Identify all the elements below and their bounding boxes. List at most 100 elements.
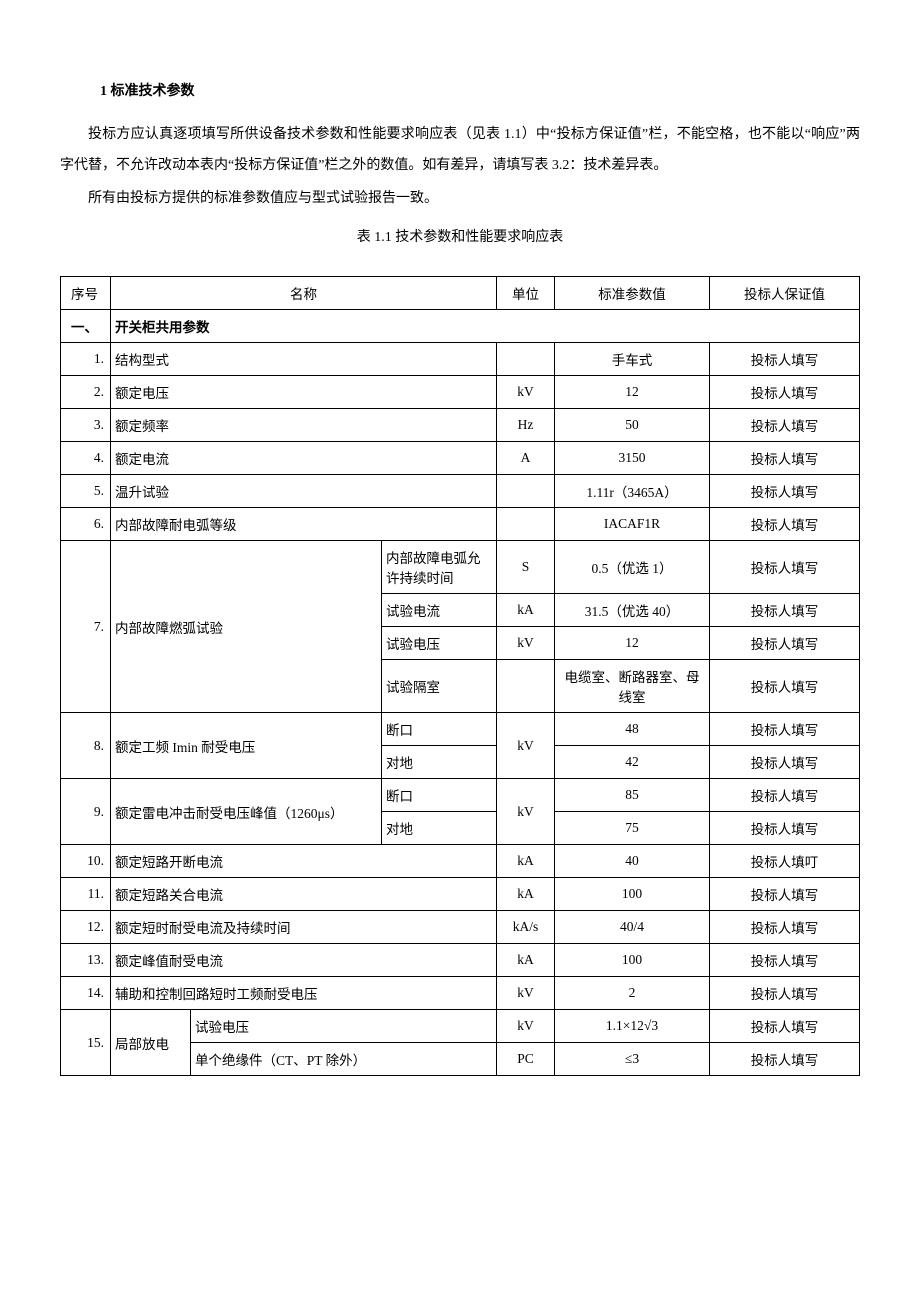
cell-bid: 投标人填写 [710,343,860,376]
cell-bid: 投标人填写 [710,812,860,845]
cell-name: 温升试验 [111,475,497,508]
cell-bid: 投标人填写 [710,409,860,442]
cell-sub-label: 试验隔室 [382,660,497,713]
cell-sub-label: 试验电压 [382,627,497,660]
cell-unit: kV [497,779,555,845]
cell-unit: kV [497,1010,555,1043]
spec-table: 序号 名称 单位 标准参数值 投标人保证值 一、 开关柜共用参数 1. 结构型式… [60,276,860,1076]
cell-name: 额定雷电冲击耐受电压峰值（1260μs） [111,779,382,845]
cell-bid: 投标人填写 [710,660,860,713]
cell-unit: S [497,541,555,594]
cell-seq: 9. [61,779,111,845]
cell-std: 85 [555,779,710,812]
section-1-seq: 一、 [61,310,111,343]
cell-std: 40/4 [555,911,710,944]
cell-std: 75 [555,812,710,845]
table-row: 12. 额定短时耐受电流及持续时间 kA/s 40/4 投标人填写 [61,911,860,944]
cell-sub-label: 单个绝缘件（CT、PT 除外） [191,1043,497,1076]
cell-bid: 投标人填写 [710,541,860,594]
cell-sub-label: 对地 [382,812,497,845]
cell-name: 额定峰值耐受电流 [111,944,497,977]
table-row: 11. 额定短路关合电流 kA 100 投标人填写 [61,878,860,911]
table-row: 13. 额定峰值耐受电流 kA 100 投标人填写 [61,944,860,977]
cell-seq: 7. [61,541,111,713]
cell-bid: 投标人填写 [710,911,860,944]
cell-sub-label: 断口 [382,779,497,812]
table-header-row: 序号 名称 单位 标准参数值 投标人保证值 [61,277,860,310]
cell-seq: 1. [61,343,111,376]
cell-std: 2 [555,977,710,1010]
cell-name: 额定工频 Imin 耐受电压 [111,713,382,779]
cell-unit: kA [497,878,555,911]
cell-name: 额定频率 [111,409,497,442]
cell-seq: 2. [61,376,111,409]
cell-std: 48 [555,713,710,746]
cell-unit: kA/s [497,911,555,944]
cell-name: 辅助和控制回路短时工频耐受电压 [111,977,497,1010]
cell-bid: 投标人填写 [710,442,860,475]
cell-unit: A [497,442,555,475]
table-caption: 表 1.1 技术参数和性能要求响应表 [60,226,860,246]
header-name: 名称 [111,277,497,310]
cell-bid: 投标人填写 [710,713,860,746]
header-unit: 单位 [497,277,555,310]
cell-bid: 投标人填叮 [710,845,860,878]
cell-name: 内部故障燃弧试验 [111,541,382,713]
header-std: 标准参数值 [555,277,710,310]
cell-seq: 12. [61,911,111,944]
cell-name: 额定电压 [111,376,497,409]
cell-seq: 8. [61,713,111,779]
cell-unit: kV [497,977,555,1010]
table-row: 7. 内部故障燃弧试验 内部故障电弧允许持续时间 S 0.5（优选 1） 投标人… [61,541,860,594]
intro-paragraph-2: 所有由投标方提供的标准参数值应与型式试验报告一致。 [60,184,860,215]
cell-bid: 投标人填写 [710,878,860,911]
cell-std: 42 [555,746,710,779]
table-row: 10. 额定短路开断电流 kA 40 投标人填叮 [61,845,860,878]
cell-unit: kV [497,376,555,409]
header-bid: 投标人保证值 [710,277,860,310]
section-heading: 1 标准技术参数 [60,80,860,100]
cell-std: 0.5（优选 1） [555,541,710,594]
cell-sub-label: 试验电流 [382,594,497,627]
cell-seq: 13. [61,944,111,977]
cell-bid: 投标人填写 [710,627,860,660]
section-1-row: 一、 开关柜共用参数 [61,310,860,343]
table-row: 2. 额定电压 kV 12 投标人填写 [61,376,860,409]
cell-seq: 6. [61,508,111,541]
table-row: 3. 额定频率 Hz 50 投标人填写 [61,409,860,442]
cell-bid: 投标人填写 [710,977,860,1010]
table-row: 14. 辅助和控制回路短时工频耐受电压 kV 2 投标人填写 [61,977,860,1010]
cell-bid: 投标人填写 [710,508,860,541]
cell-name: 额定短时耐受电流及持续时间 [111,911,497,944]
cell-std: 12 [555,627,710,660]
cell-sub-label: 断口 [382,713,497,746]
cell-sub-label: 内部故障电弧允许持续时间 [382,541,497,594]
table-row: 5. 温升试验 1.11r（3465A） 投标人填写 [61,475,860,508]
cell-sub-label: 对地 [382,746,497,779]
cell-bid: 投标人填写 [710,376,860,409]
cell-name: 内部故障耐电弧等级 [111,508,497,541]
cell-seq: 14. [61,977,111,1010]
table-row: 9. 额定雷电冲击耐受电压峰值（1260μs） 断口 kV 85 投标人填写 [61,779,860,812]
cell-std: 1.1×12√3 [555,1010,710,1043]
cell-std: 3150 [555,442,710,475]
table-row: 6. 内部故障耐电弧等级 IACAF1R 投标人填写 [61,508,860,541]
cell-unit [497,343,555,376]
cell-std: 100 [555,878,710,911]
cell-seq: 3. [61,409,111,442]
table-row: 8. 额定工频 Imin 耐受电压 断口 kV 48 投标人填写 [61,713,860,746]
table-row: 15. 局部放电 试验电压 kV 1.1×12√3 投标人填写 [61,1010,860,1043]
cell-std: 12 [555,376,710,409]
cell-std: 1.11r（3465A） [555,475,710,508]
cell-unit: kA [497,944,555,977]
table-row: 4. 额定电流 A 3150 投标人填写 [61,442,860,475]
cell-std: 40 [555,845,710,878]
cell-bid: 投标人填写 [710,1010,860,1043]
cell-std: 100 [555,944,710,977]
header-seq: 序号 [61,277,111,310]
cell-bid: 投标人填写 [710,746,860,779]
cell-std: 电缆室、断路器室、母线室 [555,660,710,713]
cell-name: 额定电流 [111,442,497,475]
section-1-label: 开关柜共用参数 [111,310,860,343]
cell-name: 局部放电 [111,1010,191,1076]
